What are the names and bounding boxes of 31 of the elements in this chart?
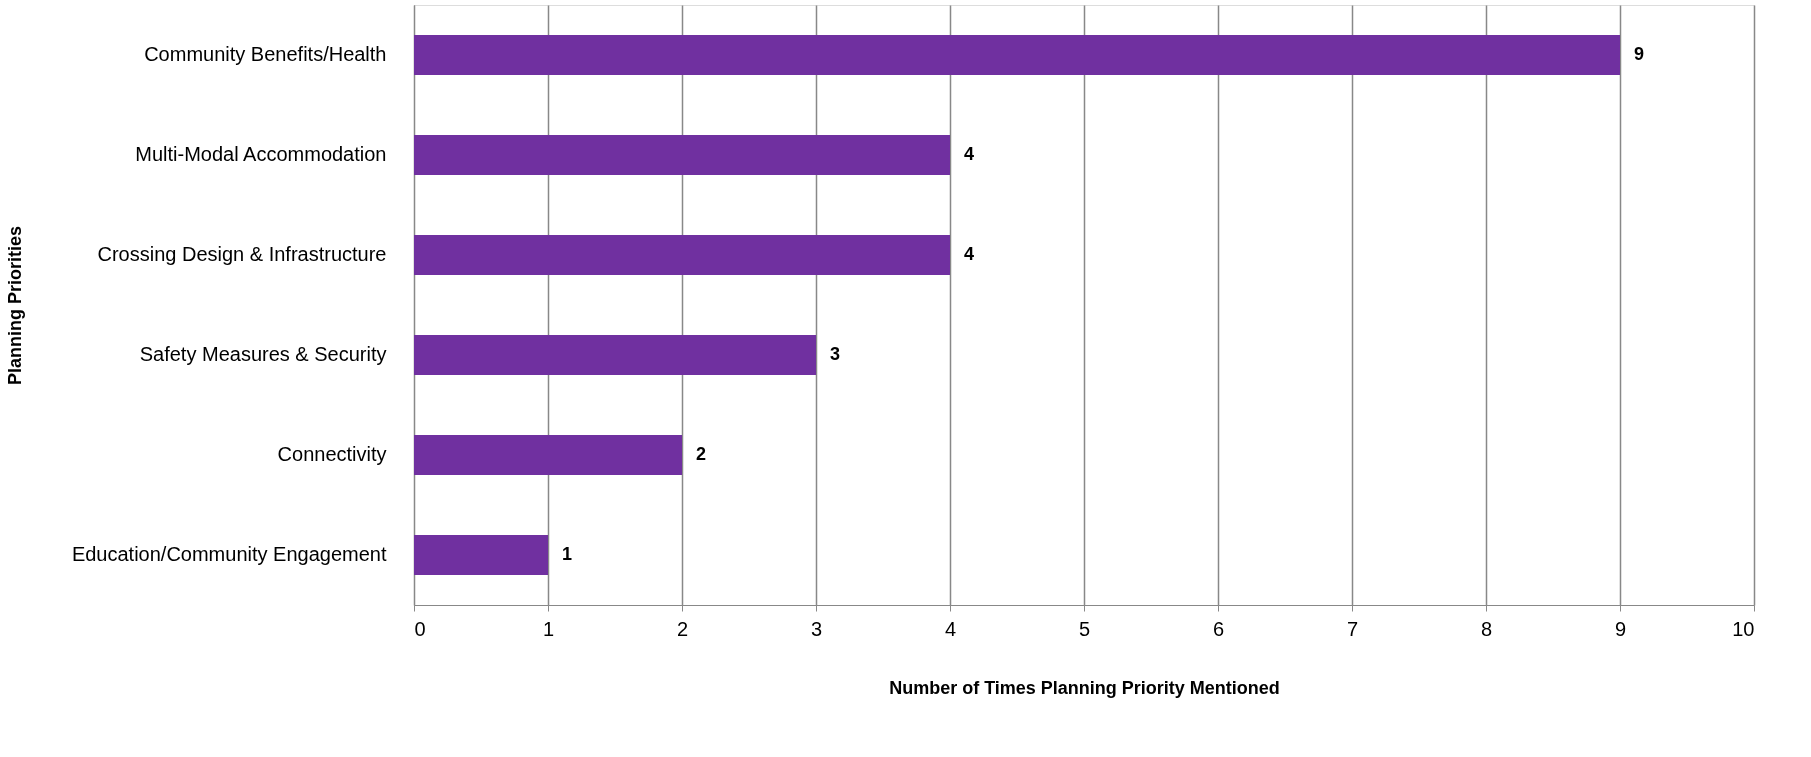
data-label: 2 [696,444,707,464]
y-tick-label: Safety Measures & Security [139,343,387,365]
x-tick-label: 3 [810,617,823,640]
x-tick-label: 10 [1732,617,1755,640]
bar [414,335,816,375]
bar [414,135,950,175]
data-label: 9 [1634,44,1645,64]
x-tick-label: 5 [1078,617,1091,640]
x-tick-label: 8 [1480,617,1493,640]
y-tick-label: Crossing Design & Infrastructure [97,243,387,265]
y-tick-label: Community Benefits/Health [144,43,387,65]
y-axis-title: Planning Priorities [4,225,25,386]
bar [414,535,548,575]
x-tick-label: 7 [1346,617,1359,640]
x-tick-label: 0 [414,617,426,640]
x-tick-label: 2 [676,617,689,640]
bar [414,435,682,475]
data-label: 4 [964,144,975,164]
bar [414,235,950,275]
y-tick-label: Education/Community Engagement [71,543,387,565]
x-tick-label: 4 [944,617,957,640]
y-tick-label: Connectivity [277,443,387,465]
data-label: 4 [964,244,975,264]
data-label: 1 [562,544,573,564]
x-tick-label: 6 [1212,617,1225,640]
x-tick-label: 9 [1614,617,1627,640]
data-label: 3 [830,344,841,364]
y-tick-label: Multi-Modal Accommodation [135,143,387,165]
x-tick-label: 1 [542,617,555,640]
bar [414,35,1620,75]
x-axis-title: Number of Times Planning Priority Mentioned [889,677,1280,698]
